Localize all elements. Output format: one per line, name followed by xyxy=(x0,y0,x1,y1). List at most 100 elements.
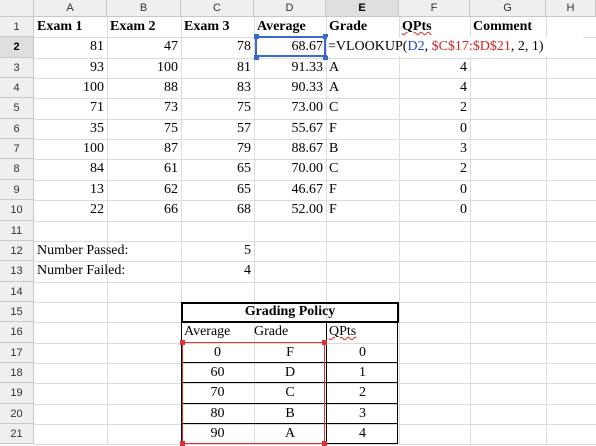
column-header-h[interactable]: H xyxy=(546,0,596,17)
cell-average[interactable]: 52.00 xyxy=(291,202,324,217)
policy-grade[interactable]: B xyxy=(285,406,295,421)
cell-exam1[interactable]: 35 xyxy=(90,121,104,136)
column-header-g[interactable]: G xyxy=(470,0,546,17)
cell-exam2[interactable]: 73 xyxy=(164,100,178,115)
policy-grade[interactable]: D xyxy=(284,365,296,380)
selection-handle[interactable] xyxy=(323,34,328,39)
cell-grade[interactable]: A xyxy=(329,80,340,95)
header-comment[interactable]: Comment xyxy=(473,19,533,34)
cell-exam2[interactable]: 87 xyxy=(164,141,178,156)
policy-header-average[interactable]: Average xyxy=(184,324,231,339)
cell-exam2[interactable]: 61 xyxy=(164,161,178,176)
policy-average[interactable]: 90 xyxy=(210,426,225,441)
cell-exam1[interactable]: 71 xyxy=(90,100,104,115)
select-all-corner[interactable] xyxy=(0,0,34,17)
row-header-17[interactable]: 17 xyxy=(0,343,34,363)
cell-exam1[interactable]: 13 xyxy=(90,182,104,197)
row-header-5[interactable]: 5 xyxy=(0,98,34,119)
column-header-a[interactable]: A xyxy=(34,0,107,17)
cell-average[interactable]: 55.67 xyxy=(291,121,324,136)
policy-average[interactable]: 60 xyxy=(210,365,225,380)
cell-qpts[interactable]: 3 xyxy=(460,141,467,156)
row-header-2[interactable]: 2 xyxy=(0,37,34,58)
row-header-8[interactable]: 8 xyxy=(0,159,34,180)
policy-qpts[interactable]: 1 xyxy=(359,365,366,380)
cell-average[interactable]: 73.00 xyxy=(291,100,324,115)
policy-grade[interactable]: F xyxy=(286,345,294,360)
policy-average[interactable]: 0 xyxy=(214,345,221,360)
cell-exam1[interactable]: 84 xyxy=(90,161,104,176)
row-header-21[interactable]: 21 xyxy=(0,424,34,444)
header-exam1[interactable]: Exam 1 xyxy=(37,19,83,34)
cell-exam2[interactable]: 100 xyxy=(157,60,178,75)
header-exam2[interactable]: Exam 2 xyxy=(110,19,156,34)
policy-grade[interactable]: A xyxy=(284,426,296,441)
cell-average[interactable]: 68.67 xyxy=(291,39,324,54)
cell-exam3[interactable]: 81 xyxy=(237,60,251,75)
summary-value[interactable]: 5 xyxy=(244,243,251,258)
cell-qpts[interactable]: 4 xyxy=(460,80,467,95)
cell-exam2[interactable]: 66 xyxy=(164,202,178,217)
cell-exam3[interactable]: 68 xyxy=(237,202,251,217)
cell-qpts[interactable]: 2 xyxy=(460,161,467,176)
row-header-6[interactable]: 6 xyxy=(0,119,34,139)
policy-qpts[interactable]: 0 xyxy=(359,345,366,360)
cell-grade[interactable]: F xyxy=(329,202,337,217)
row-header-9[interactable]: 9 xyxy=(0,180,34,200)
row-header-14[interactable]: 14 xyxy=(0,282,34,302)
policy-qpts[interactable]: 4 xyxy=(359,426,366,441)
cell-exam3[interactable]: 83 xyxy=(237,80,251,95)
selection-handle[interactable] xyxy=(254,55,259,60)
cell-qpts[interactable]: 0 xyxy=(460,182,467,197)
cell-exam3[interactable]: 75 xyxy=(237,100,251,115)
cell-qpts[interactable]: 0 xyxy=(460,202,467,217)
row-header-7[interactable]: 7 xyxy=(0,139,34,159)
column-header-c[interactable]: C xyxy=(181,0,254,17)
row-header-1[interactable]: 1 xyxy=(0,17,34,37)
cell-qpts[interactable]: 2 xyxy=(460,100,467,115)
cell-exam1[interactable]: 81 xyxy=(90,39,104,54)
cell-grade[interactable]: F xyxy=(329,121,337,136)
row-header-16[interactable]: 16 xyxy=(0,322,34,343)
cell-exam2[interactable]: 62 xyxy=(164,182,178,197)
row-header-3[interactable]: 3 xyxy=(0,58,34,78)
cell-exam1[interactable]: 100 xyxy=(83,141,104,156)
cell-exam1[interactable]: 100 xyxy=(83,80,104,95)
column-header-f[interactable]: F xyxy=(399,0,470,17)
row-header-13[interactable]: 13 xyxy=(0,261,34,282)
cell-average[interactable]: 91.33 xyxy=(291,60,324,75)
summary-label[interactable]: Number Failed: xyxy=(37,263,126,278)
row-header-12[interactable]: 12 xyxy=(0,241,34,261)
range-handle[interactable] xyxy=(180,340,185,345)
cell-exam3[interactable]: 57 xyxy=(237,121,251,136)
header-exam3[interactable]: Exam 3 xyxy=(184,19,230,34)
cell-exam3[interactable]: 65 xyxy=(237,161,251,176)
formula-input[interactable]: =VLOOKUP(D2, $C$17:$D$21, 2, 1) xyxy=(326,36,546,57)
selection-handle[interactable] xyxy=(323,55,328,60)
policy-header-qpts[interactable]: QPts xyxy=(329,324,357,339)
cell-exam3[interactable]: 79 xyxy=(237,141,251,156)
row-header-19[interactable]: 19 xyxy=(0,383,34,404)
policy-header-grade[interactable]: Grade xyxy=(254,324,289,339)
summary-value[interactable]: 4 xyxy=(244,263,251,278)
cell-qpts[interactable]: 4 xyxy=(460,60,467,75)
policy-average[interactable]: 80 xyxy=(210,406,225,421)
policy-grade[interactable]: C xyxy=(285,385,295,400)
row-header-18[interactable]: 18 xyxy=(0,363,34,383)
cell-grade[interactable]: A xyxy=(329,60,340,75)
cell-grade[interactable]: C xyxy=(329,100,339,115)
cell-exam2[interactable]: 75 xyxy=(164,121,178,136)
cell-exam2[interactable]: 88 xyxy=(164,80,178,95)
row-header-11[interactable]: 11 xyxy=(0,221,34,241)
policy-average[interactable]: 70 xyxy=(210,385,225,400)
header-grade[interactable]: Grade xyxy=(329,19,368,34)
row-header-15[interactable]: 15 xyxy=(0,302,34,322)
summary-label[interactable]: Number Passed: xyxy=(37,243,129,258)
cell-qpts[interactable]: 0 xyxy=(460,121,467,136)
header-qpts[interactable]: QPts xyxy=(402,19,432,34)
range-handle[interactable] xyxy=(322,340,327,345)
row-header-20[interactable]: 20 xyxy=(0,404,34,424)
row-header-10[interactable]: 10 xyxy=(0,200,34,221)
cell-exam3[interactable]: 78 xyxy=(237,39,251,54)
cell-average[interactable]: 90.33 xyxy=(291,80,324,95)
